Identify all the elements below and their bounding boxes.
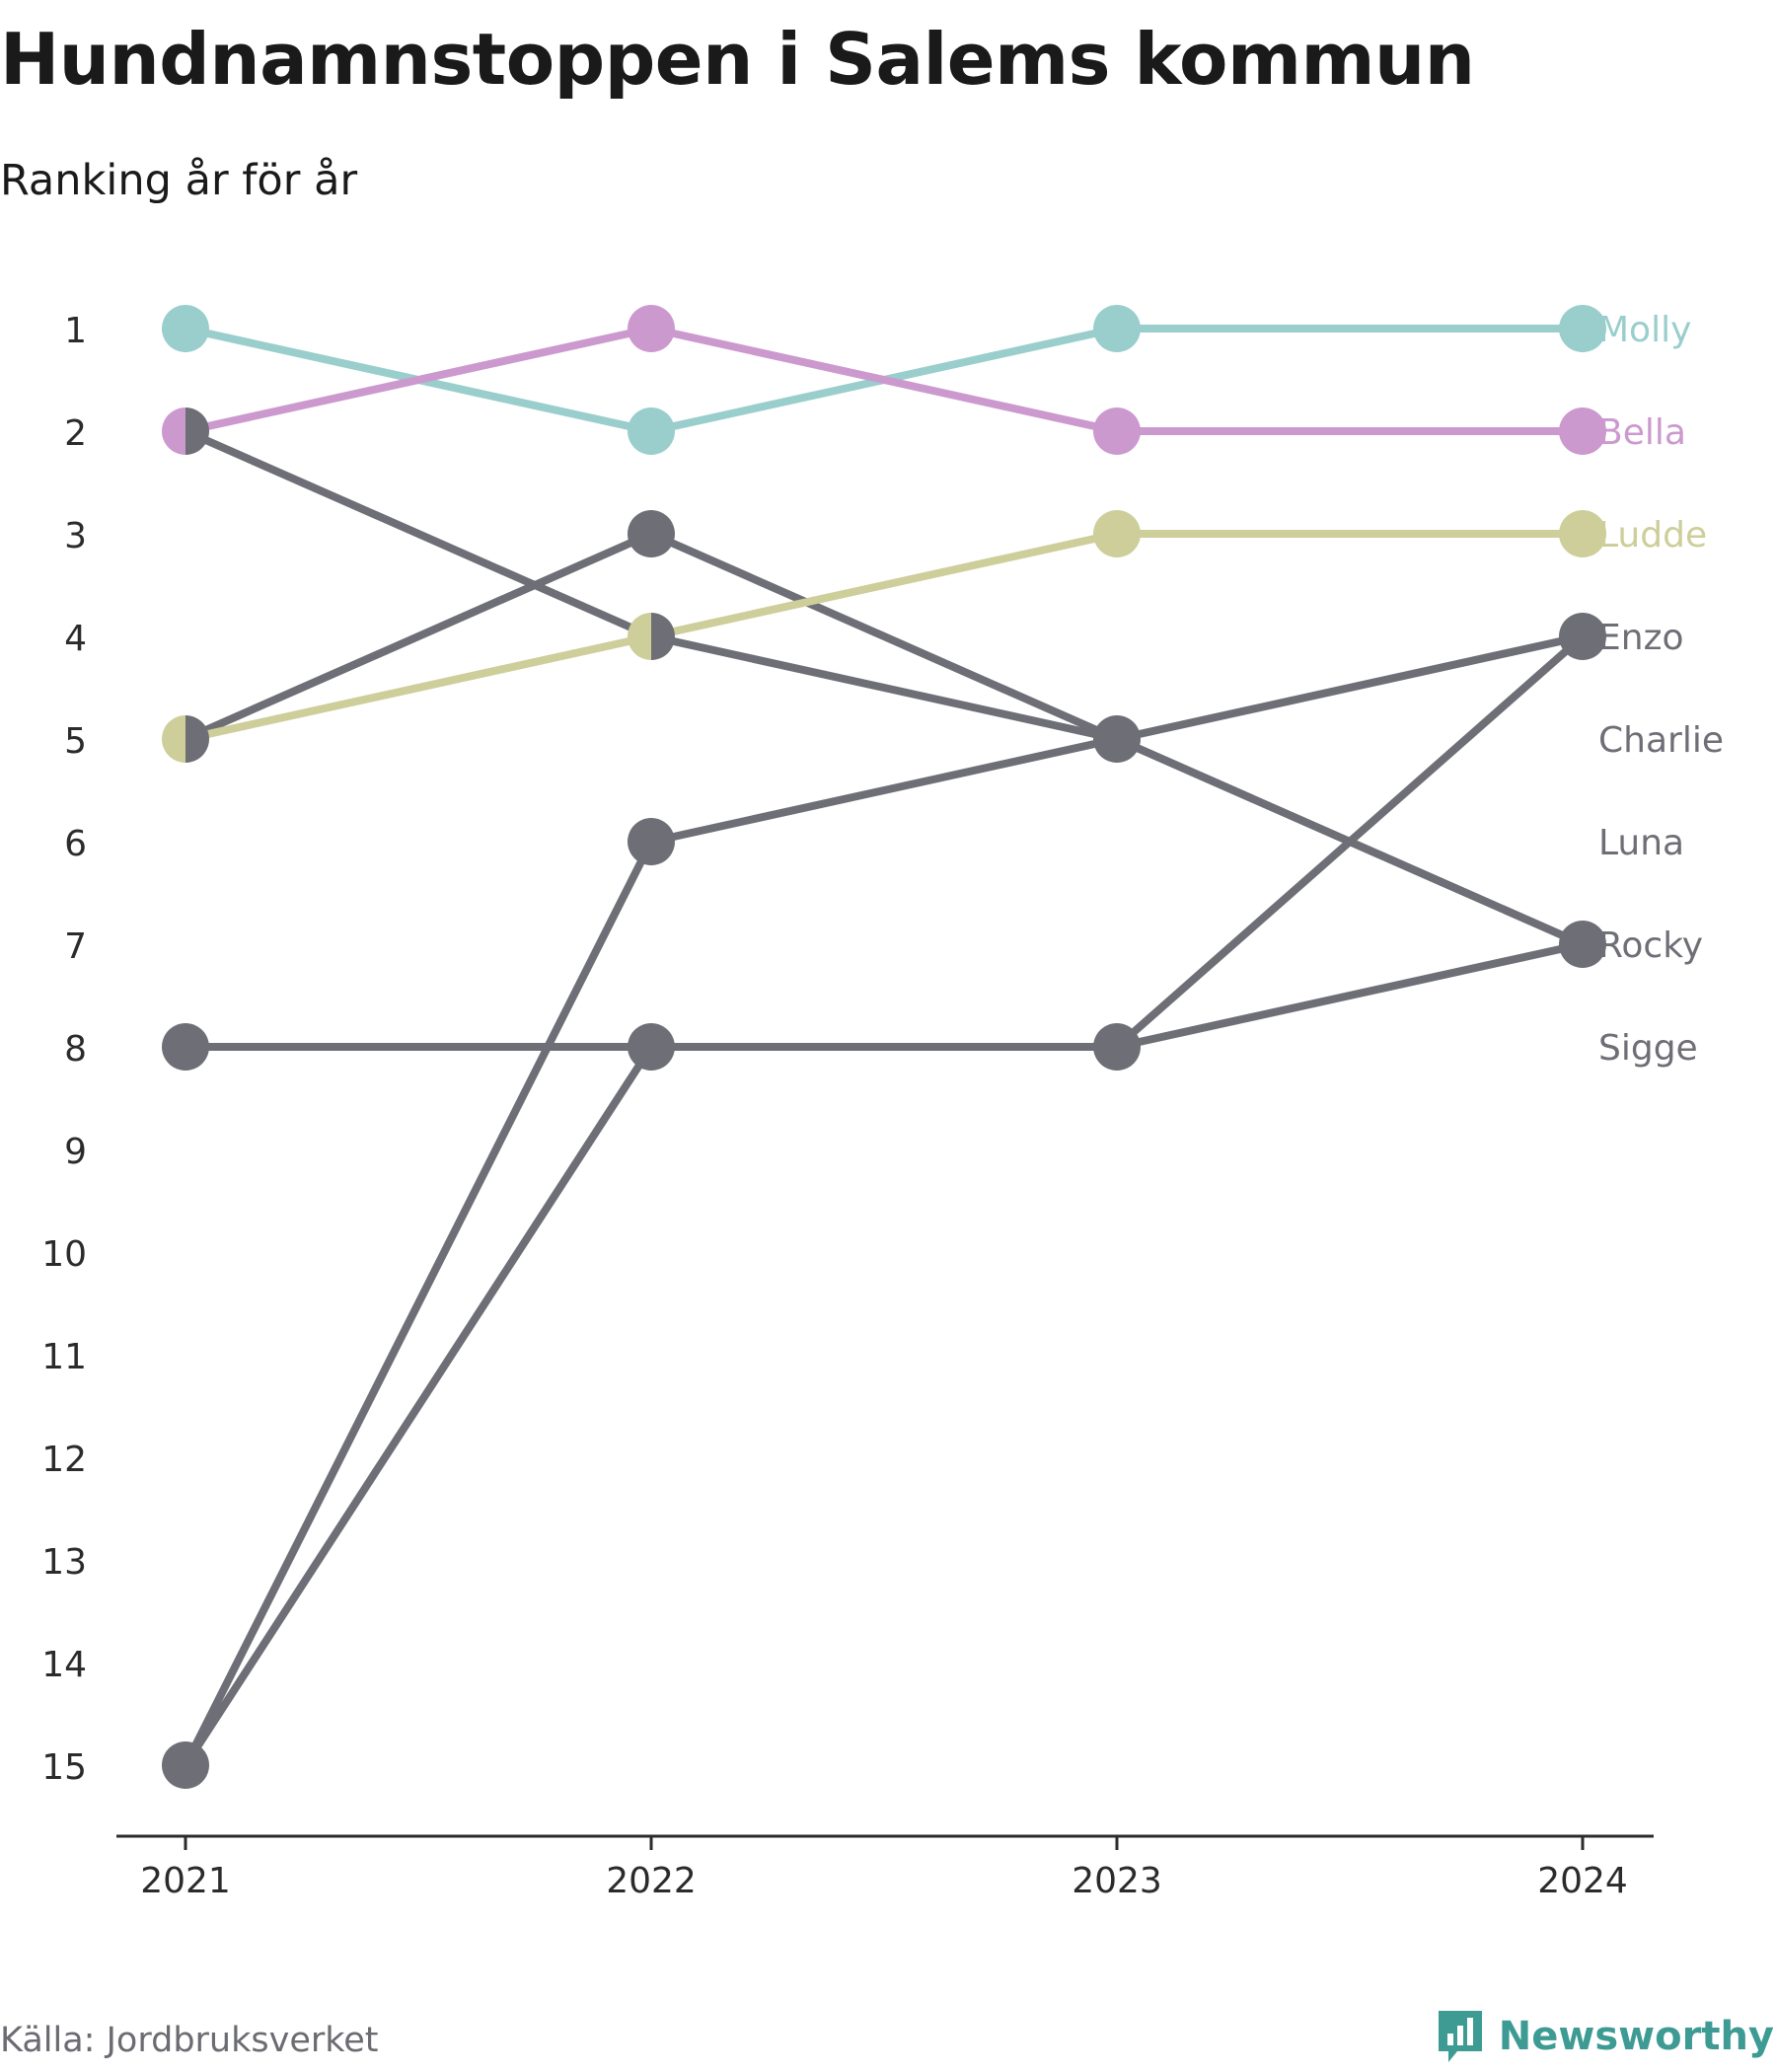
y-tick-label: 13 [41, 1542, 87, 1583]
series-line-sigge [182, 632, 1587, 1769]
y-tick-label: 8 [64, 1029, 87, 1070]
series-line-charlie [182, 427, 1587, 948]
brand-logo: Newsworthy [1436, 2008, 1774, 2065]
chart-subtitle: Ranking år för år [0, 156, 358, 205]
source-note: Källa: Jordbruksverket [0, 2021, 379, 2060]
series-line-luna [182, 530, 1587, 948]
data-point [628, 407, 675, 455]
data-point [1559, 613, 1606, 660]
series-label-molly: Molly [1598, 310, 1691, 350]
bar-chart-speech-bubble-icon [1438, 2011, 1482, 2062]
data-point-left-half [162, 715, 185, 763]
y-tick-label: 1 [64, 311, 87, 351]
x-tick-label: 2021 [140, 1861, 231, 1901]
y-tick-label: 2 [64, 413, 87, 454]
series-line-rocky [182, 940, 1587, 1051]
y-tick-label: 9 [64, 1132, 87, 1172]
data-point [1559, 921, 1606, 968]
data-point [1093, 1023, 1141, 1071]
series-label-charlie: Charlie [1598, 720, 1724, 761]
y-tick-label: 10 [41, 1234, 87, 1275]
data-point [628, 305, 675, 352]
data-point-right-half [185, 407, 209, 455]
data-point [628, 1023, 675, 1071]
data-point [162, 305, 209, 352]
series-label-sigge: Sigge [1598, 1028, 1698, 1069]
data-point [628, 510, 675, 557]
y-tick-label: 12 [41, 1440, 87, 1480]
data-point [628, 818, 675, 865]
y-tick-label: 5 [64, 721, 87, 762]
data-point [1559, 510, 1606, 557]
data-point-right-half [185, 715, 209, 763]
y-tick-label: 4 [64, 619, 87, 659]
series-line-ludde [182, 530, 1587, 743]
brand-name: Newsworthy [1498, 2014, 1774, 2059]
series-label-ludde: Ludde [1598, 515, 1707, 555]
y-tick-label: 14 [41, 1645, 87, 1685]
x-tick-label: 2024 [1537, 1861, 1628, 1901]
y-tick-label: 15 [41, 1747, 87, 1788]
series-label-luna: Luna [1598, 823, 1684, 863]
data-point-left-half [628, 613, 651, 660]
y-tick-label: 3 [64, 516, 87, 556]
data-point [1093, 407, 1141, 455]
data-point [1559, 407, 1606, 455]
series-label-bella: Bella [1598, 412, 1686, 453]
series-label-enzo: Enzo [1598, 618, 1683, 658]
data-point [162, 1741, 209, 1789]
data-point-right-half [651, 613, 675, 660]
data-point [162, 1023, 209, 1071]
x-tick-label: 2023 [1072, 1861, 1162, 1901]
series-line-bella [182, 325, 1587, 435]
series-line-enzo [182, 632, 1587, 1769]
chart-title: Hundnamnstoppen i Salems kommun [0, 18, 1475, 101]
data-point [1093, 305, 1141, 352]
data-point [1559, 305, 1606, 352]
y-tick-label: 7 [64, 926, 87, 967]
data-point-left-half [162, 407, 185, 455]
data-point [1093, 715, 1141, 763]
x-tick-label: 2022 [606, 1861, 697, 1901]
y-tick-label: 11 [41, 1337, 87, 1377]
series-label-rocky: Rocky [1598, 925, 1703, 966]
y-tick-label: 6 [64, 824, 87, 864]
data-point [1093, 510, 1141, 557]
